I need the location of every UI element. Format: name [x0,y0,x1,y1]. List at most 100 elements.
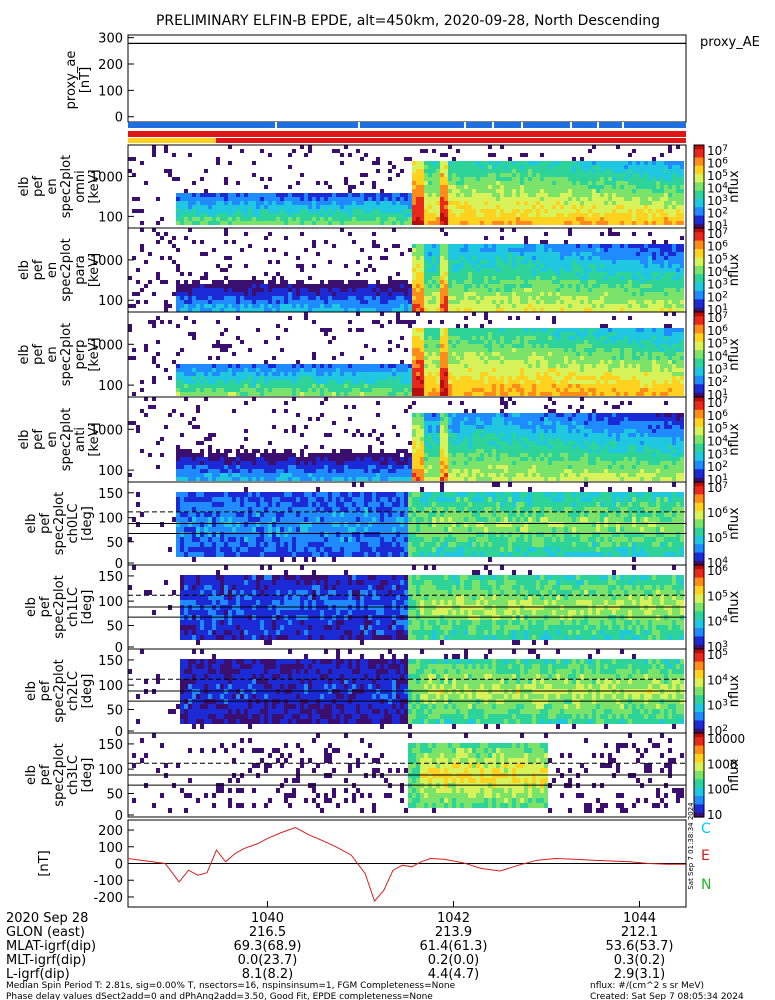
spectrogram-cell [636,256,640,260]
spectrogram-cell [508,392,512,396]
spectrogram-cell [568,372,572,376]
spectrogram-cell [612,181,616,185]
spectrogram-cell [524,356,528,360]
spectrogram-cell [356,368,360,372]
spectrogram-cell [284,384,288,388]
spectrogram-cell [536,280,540,284]
spectrogram-cell [288,217,292,221]
spectrogram-cell [564,244,568,248]
spectrogram-cell [296,392,300,396]
spectrogram-cell [180,384,184,388]
spectrogram-cell [620,165,624,169]
spectrogram-cell [368,300,372,304]
spectrogram-cell [212,284,216,288]
spectrogram-cell [604,252,608,256]
spectrogram-cell [180,221,184,225]
proxy-ae-right-label: proxy_AE [700,35,760,50]
spectrogram-cell [252,284,256,288]
spectrogram-cell [472,344,476,348]
spectrogram-cell [500,181,504,185]
spectrogram-cell [484,292,488,296]
spectrogram-cell [536,276,540,280]
spectrogram-cell [504,201,508,205]
spectrogram-cell [296,364,300,368]
spectrogram-cell [612,280,616,284]
colorbar-step [694,236,704,240]
spectrogram-cell [200,304,204,308]
spectrogram-cell [444,388,448,392]
spectrogram-cell [356,300,360,304]
spectrogram-cell [488,364,492,368]
spectrogram-cell [388,217,392,221]
spectrogram-cell [232,300,236,304]
spectrogram-cell [296,280,300,284]
spectrogram-cell [412,340,416,344]
spectrogram-cell [592,201,596,205]
spectrogram-cell [212,248,216,252]
spectrogram-cell [212,209,216,213]
spectrogram-cell [432,372,436,376]
spectrogram-cell [580,304,584,308]
spectrogram-cell [292,292,296,296]
spectrogram-cell [492,177,496,181]
spectrogram-cell [508,304,512,308]
spectrogram-cell [176,205,180,209]
spectrogram-cell [536,304,540,308]
spectrogram-ylabel: para [73,255,88,285]
spectrogram-cell [336,384,340,388]
spectrogram-cell [248,213,252,217]
spectrogram-cell [228,213,232,217]
spectrogram-cell [224,392,228,396]
spectrogram-cell [224,213,228,217]
spectrogram-cell [152,153,156,157]
spectrogram-cell [660,264,664,268]
spectrogram-cell [452,308,456,312]
spectrogram-cell [464,292,468,296]
spectrogram-cell [380,193,384,197]
spectrogram-cell [604,300,608,304]
spectrogram-cell [492,272,496,276]
spectrogram-cell [584,368,588,372]
spectrogram-cell [436,344,440,348]
spectrogram-cell [540,336,544,340]
spectrogram-cell [284,288,288,292]
spectrogram-cell [600,356,604,360]
spectrogram-cell [328,328,332,332]
spectrogram-cell [452,368,456,372]
spectrogram-cell [424,197,428,201]
spectrogram-cell [636,181,640,185]
spectrogram-cell [504,197,508,201]
spectrogram-cell [376,205,380,209]
spectrogram-cell [656,177,660,181]
spectrogram-cell [676,161,680,165]
spectrogram-cell [584,336,588,340]
spectrogram-cell [580,181,584,185]
status-bar-red-lower [216,138,686,143]
spectrogram-cell [444,209,448,213]
spectrogram-cell [452,185,456,189]
spectrogram-cell [560,348,564,352]
spectrogram-cell [572,268,576,272]
spectrogram-cell [580,256,584,260]
spectrogram-cell [584,300,588,304]
spectrogram-cell [648,201,652,205]
spectrogram-cell [208,197,212,201]
spectrogram-cell [248,372,252,376]
spectrogram-cell [176,264,180,268]
spectrogram-cell [568,368,572,372]
spectrogram-cell [488,276,492,280]
spectrogram-cell [572,272,576,276]
spectrogram-cell [616,264,620,268]
spectrogram-cell [196,197,200,201]
spectrogram-cell [480,256,484,260]
spectrogram-cell [636,217,640,221]
spectrogram-cell [536,336,540,340]
spectrogram-cell [548,244,552,248]
spectrogram-cell [312,288,316,292]
spectrogram-cell [632,185,636,189]
spectrogram-cell [628,296,632,300]
colorbar-step [694,295,704,298]
spectrogram-cell [304,292,308,296]
spectrogram-cell [512,205,516,209]
spectrogram-cell [372,193,376,197]
